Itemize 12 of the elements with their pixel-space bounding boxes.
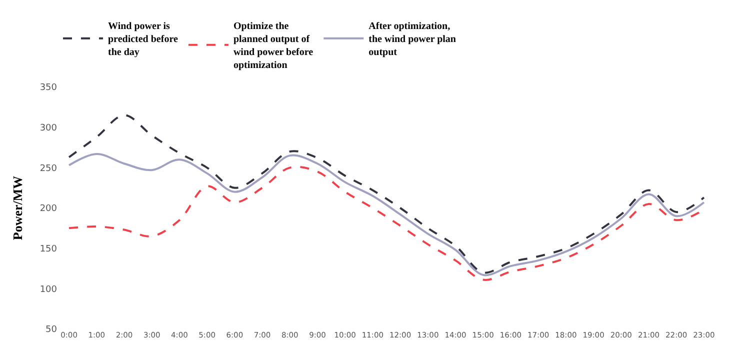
y-tick-label: 200 <box>40 204 58 214</box>
y-tick-label: 100 <box>40 284 58 295</box>
y-tick-label: 350 <box>40 83 58 94</box>
legend-label: Wind power is predicted before the day <box>108 21 178 58</box>
legend-label: After optimization, the wind power plan output <box>368 21 456 58</box>
y-tick-label: 150 <box>40 244 58 254</box>
y-tick-label: 250 <box>40 164 58 174</box>
y-axis-title: Power/MW <box>10 176 25 240</box>
y-tick-label: 50 <box>46 325 58 336</box>
y-tick-label: 300 <box>40 123 58 134</box>
line-series <box>68 114 705 274</box>
legend-label: Optimize the planned output of wind power before optimization <box>233 21 314 72</box>
